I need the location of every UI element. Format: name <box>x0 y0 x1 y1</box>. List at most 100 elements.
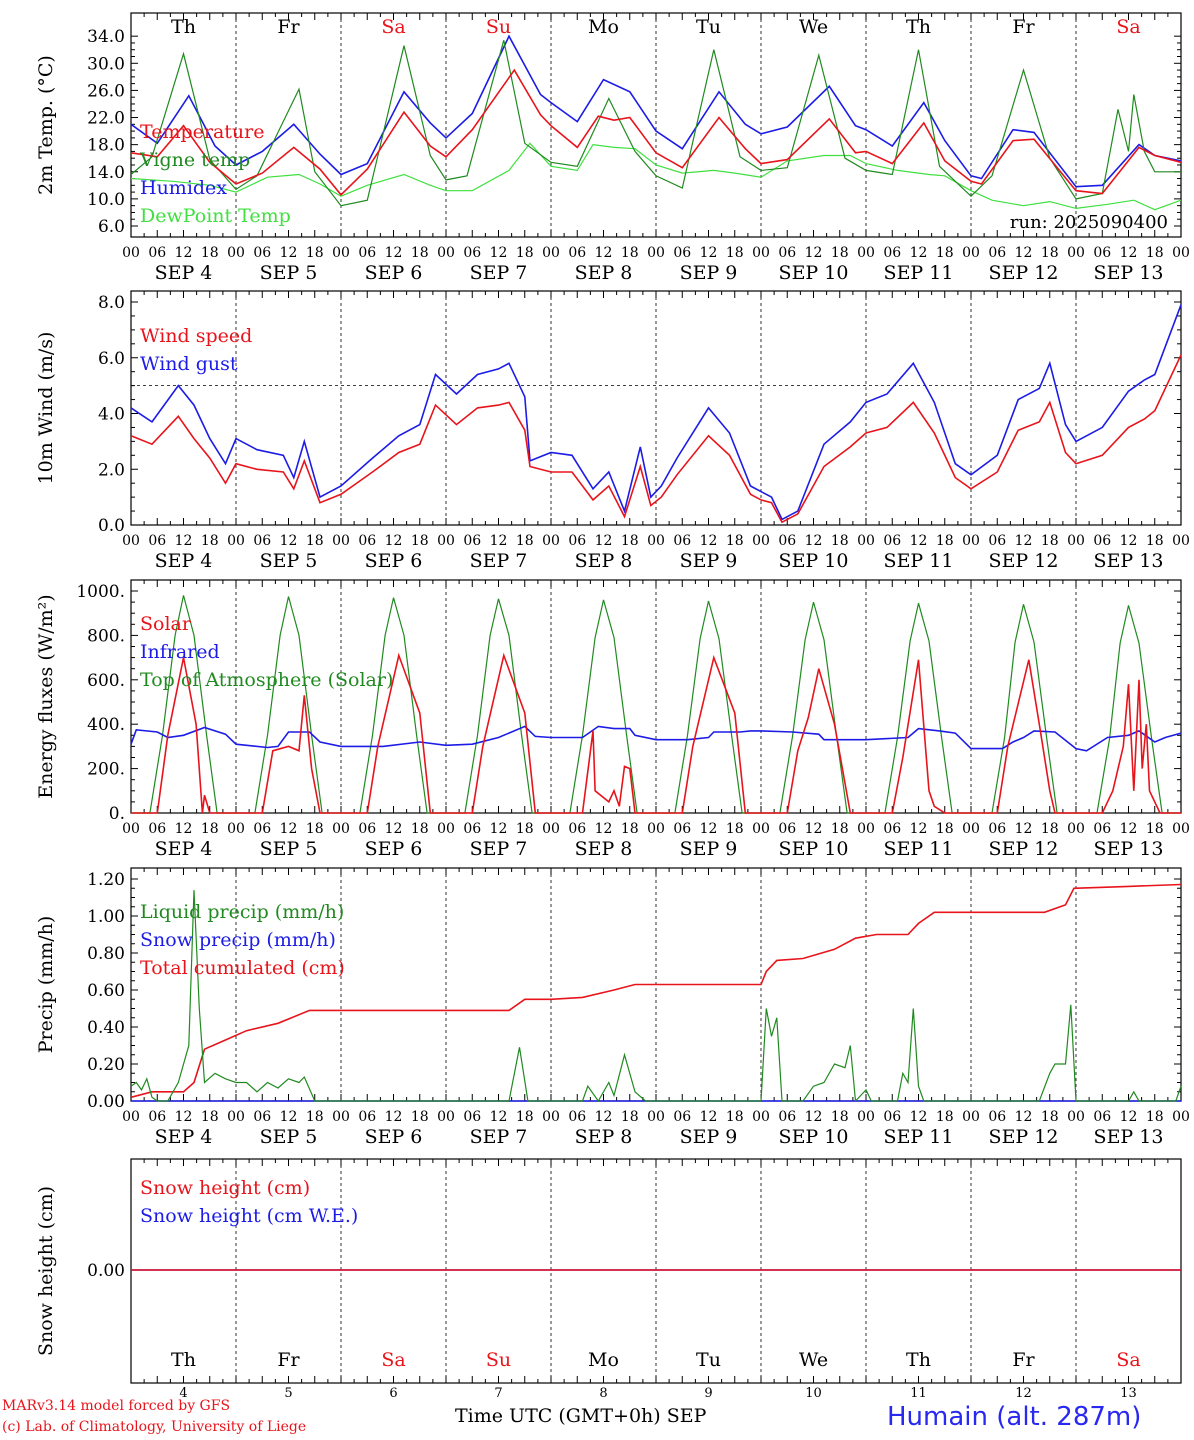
hour-tick-label: 12 <box>385 1109 403 1125</box>
hour-tick-label: 00 <box>122 821 140 837</box>
date-label: SEP 6 <box>365 262 423 284</box>
hour-tick-label: 00 <box>1067 1109 1085 1125</box>
series-line <box>131 652 1181 814</box>
hour-tick-label: 12 <box>805 1109 823 1125</box>
date-label: SEP 10 <box>779 262 849 284</box>
y-tick-label: 14.0 <box>87 163 125 183</box>
hour-tick-label: 06 <box>463 245 481 261</box>
hour-tick-label: 18 <box>411 533 429 549</box>
weekday-label-bottom: Th <box>906 1349 931 1371</box>
y-tick-label: 400. <box>87 715 125 735</box>
hour-tick-label: 06 <box>778 821 796 837</box>
hour-tick-label: 06 <box>778 533 796 549</box>
date-label: SEP 4 <box>155 1126 213 1148</box>
hour-tick-label: 12 <box>1015 1109 1033 1125</box>
weekday-label-bottom: Th <box>171 1349 196 1371</box>
hour-tick-label: 00 <box>122 245 140 261</box>
date-label: SEP 13 <box>1094 838 1164 860</box>
hour-tick-label: 00 <box>752 245 770 261</box>
series-line <box>130 725 1182 752</box>
date-label: SEP 5 <box>260 1126 318 1148</box>
hour-tick-label: 18 <box>621 245 639 261</box>
model-credit: MARv3.14 model forced by GFS <box>2 1398 231 1414</box>
weekday-label-bottom: Fr <box>277 1349 300 1371</box>
hour-tick-label: 18 <box>936 533 954 549</box>
weekday-label-top: Th <box>171 16 196 38</box>
weekday-label-top: We <box>799 16 828 38</box>
hour-tick-label: 18 <box>1146 533 1164 549</box>
y-tick-label: 8.0 <box>98 293 125 313</box>
weekday-label-top: Tu <box>696 16 721 38</box>
hour-tick-label: 12 <box>805 821 823 837</box>
hour-tick-label: 12 <box>175 245 193 261</box>
hour-tick-label: 18 <box>306 1109 324 1125</box>
hour-tick-label: 00 <box>647 245 665 261</box>
hour-tick-label: 00 <box>1172 533 1190 549</box>
hour-tick-label: 06 <box>988 821 1006 837</box>
date-label: SEP 6 <box>365 550 423 572</box>
date-label: SEP 11 <box>884 550 954 572</box>
hour-tick-label: 06 <box>358 821 376 837</box>
hour-tick-label: 18 <box>411 245 429 261</box>
time-axis-title: Time UTC (GMT+0h) SEP <box>455 1405 707 1427</box>
hour-tick-label: 18 <box>306 821 324 837</box>
hour-tick-label: 06 <box>673 533 691 549</box>
run-annotation: run: 2025090400 <box>1010 212 1168 233</box>
legend-entry: Vigne temp <box>139 149 250 171</box>
hour-tick-label: 18 <box>201 1109 219 1125</box>
hour-tick-label: 06 <box>883 533 901 549</box>
date-label: SEP 8 <box>575 1126 633 1148</box>
hour-tick-label: 06 <box>673 245 691 261</box>
series-line <box>130 142 1182 211</box>
hour-tick-label: 06 <box>988 245 1006 261</box>
hour-tick-label: 12 <box>595 1109 613 1125</box>
hour-tick-label: 00 <box>332 821 350 837</box>
date-label: SEP 7 <box>470 262 528 284</box>
hour-tick-label: 18 <box>516 821 534 837</box>
hour-tick-label: 00 <box>857 245 875 261</box>
hour-tick-label: 00 <box>332 1109 350 1125</box>
day-number-label: 5 <box>284 1386 292 1401</box>
hour-tick-label: 00 <box>1172 821 1190 837</box>
hour-tick-label: 12 <box>385 533 403 549</box>
y-tick-label: 10.0 <box>87 190 125 210</box>
y-tick-label: 6.0 <box>98 217 125 237</box>
date-label: SEP 11 <box>884 1126 954 1148</box>
hour-tick-label: 06 <box>883 1109 901 1125</box>
hour-tick-label: 00 <box>122 1109 140 1125</box>
hour-tick-label: 12 <box>280 821 298 837</box>
hour-tick-label: 00 <box>437 1109 455 1125</box>
hour-tick-label: 06 <box>988 1109 1006 1125</box>
hour-tick-label: 00 <box>227 821 245 837</box>
weekday-label-top: Th <box>906 16 931 38</box>
date-label: SEP 13 <box>1094 550 1164 572</box>
weekday-label-top: Fr <box>1012 16 1035 38</box>
hour-tick-label: 18 <box>306 245 324 261</box>
hour-tick-label: 06 <box>778 245 796 261</box>
y-tick-label: 34.0 <box>87 27 125 47</box>
hour-tick-label: 00 <box>437 533 455 549</box>
weekday-label-top: Fr <box>277 16 300 38</box>
date-label: SEP 7 <box>470 550 528 572</box>
date-label: SEP 6 <box>365 838 423 860</box>
series-line <box>130 354 1182 524</box>
hour-tick-label: 18 <box>1041 533 1059 549</box>
hour-tick-label: 00 <box>542 245 560 261</box>
date-label: SEP 4 <box>155 262 213 284</box>
hour-tick-label: 18 <box>201 821 219 837</box>
hour-tick-label: 00 <box>437 821 455 837</box>
hour-tick-label: 00 <box>962 245 980 261</box>
hour-tick-label: 00 <box>962 533 980 549</box>
hour-tick-label: 00 <box>857 533 875 549</box>
hour-tick-label: 06 <box>1093 245 1111 261</box>
hour-tick-label: 12 <box>700 1109 718 1125</box>
hour-tick-label: 18 <box>516 533 534 549</box>
hour-tick-label: 18 <box>306 533 324 549</box>
weekday-label-top: Mo <box>588 16 619 38</box>
hour-tick-label: 12 <box>910 821 928 837</box>
hour-tick-label: 18 <box>936 821 954 837</box>
date-label: SEP 12 <box>989 838 1059 860</box>
hour-tick-label: 06 <box>148 821 166 837</box>
hour-tick-label: 06 <box>463 1109 481 1125</box>
